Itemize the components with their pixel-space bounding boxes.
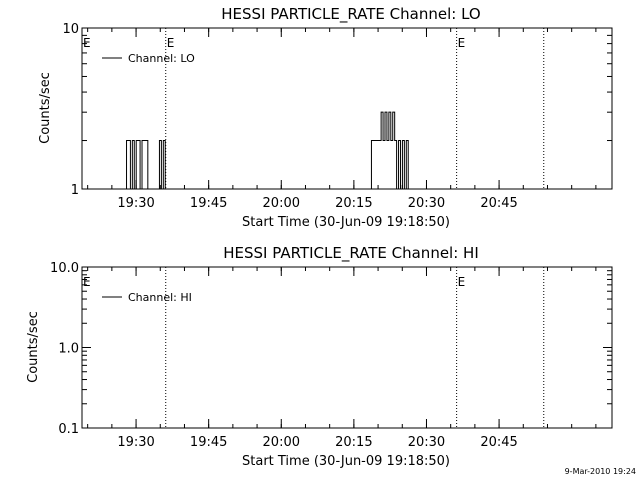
hi-title: HESSI PARTICLE_RATE Channel: HI — [223, 244, 479, 263]
hi-edge-label: E — [83, 275, 91, 289]
lo-legend-label: Channel: LO — [128, 52, 195, 65]
hi-y-tick-label: 1.0 — [58, 342, 79, 357]
lo-edge-label: E — [83, 36, 91, 50]
lo-plot-frame — [81, 27, 613, 190]
hi-y-tick-label: 10.0 — [50, 261, 79, 276]
generation-timestamp: 9-Mar-2010 19:24 — [565, 467, 636, 476]
lo-y-tick-label: 1 — [71, 183, 79, 198]
lo-x-tick-label: 20:30 — [408, 196, 445, 211]
hi-y-axis-label: Counts/sec — [26, 311, 41, 383]
lo-x-tick-label: 19:30 — [117, 196, 154, 211]
lo-event-label: E — [167, 36, 175, 50]
hi-legend-label: Channel: HI — [128, 291, 192, 304]
lo-x-tick-label: 20:15 — [335, 196, 372, 211]
lo-event-label: E — [458, 36, 466, 50]
lo-x-tick-label: 20:45 — [480, 196, 517, 211]
hi-x-tick-label: 19:45 — [190, 435, 227, 450]
lo-channel-panel: HESSI PARTICLE_RATE Channel: LO Counts/s… — [38, 5, 613, 230]
lo-y-tick-label: 10 — [62, 22, 79, 37]
lo-y-axis-label: Counts/sec — [38, 72, 53, 144]
hi-event-label: E — [458, 275, 466, 289]
hi-x-tick-label: 20:00 — [263, 435, 300, 450]
lo-x-tick-label: 19:45 — [190, 196, 227, 211]
hi-channel-panel: HESSI PARTICLE_RATE Channel: HI Counts/s… — [26, 244, 613, 469]
hi-x-tick-label: 20:45 — [480, 435, 517, 450]
lo-x-tick-label: 20:00 — [263, 196, 300, 211]
hi-x-tick-label: 19:30 — [117, 435, 154, 450]
lo-title: HESSI PARTICLE_RATE Channel: LO — [221, 5, 480, 24]
lo-data-line — [124, 111, 413, 190]
hi-x-axis-label: Start Time (30-Jun-09 19:18:50) — [242, 454, 450, 469]
lo-x-axis-label: Start Time (30-Jun-09 19:18:50) — [242, 215, 450, 230]
hi-x-tick-label: 20:15 — [335, 435, 372, 450]
hi-y-tick-label: 0.1 — [58, 422, 79, 437]
hi-x-tick-label: 20:30 — [408, 435, 445, 450]
